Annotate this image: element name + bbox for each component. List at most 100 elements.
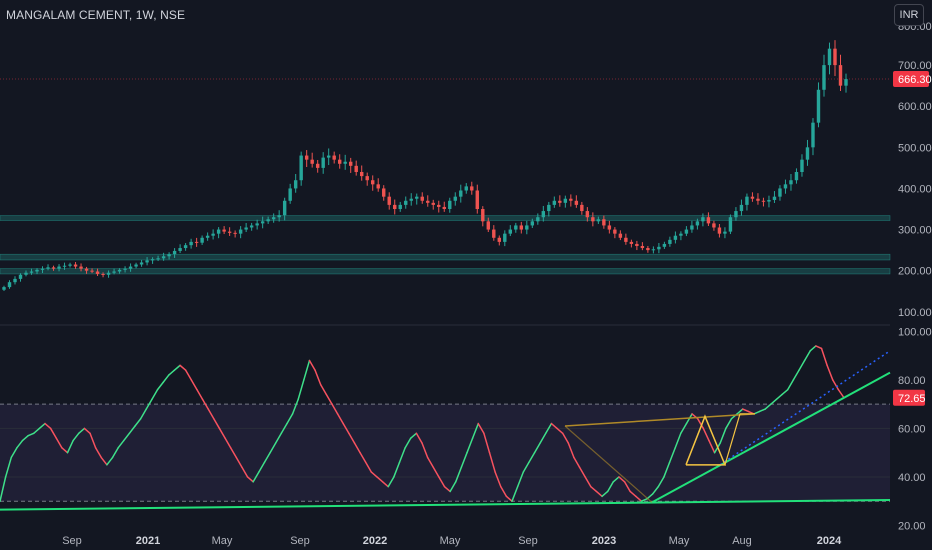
rsi-line-segment <box>640 498 648 502</box>
rsi-line-segment <box>550 422 558 430</box>
rsi-line-segment <box>55 437 63 449</box>
rsi-line-segment <box>263 451 271 464</box>
candle <box>756 198 760 201</box>
candle <box>816 89 821 123</box>
rsi-line-segment <box>826 364 834 381</box>
rsi-line-segment <box>612 476 620 483</box>
time-axis-tick: Sep <box>62 535 82 547</box>
time-axis-tick: May <box>440 535 461 547</box>
candle <box>602 219 606 226</box>
rsi-line-segment <box>359 451 367 464</box>
candle <box>497 237 502 242</box>
candle <box>200 237 204 243</box>
rsi-line-segment <box>696 417 705 430</box>
candle <box>393 204 397 209</box>
price-axis-tick: 200.00 <box>898 266 932 278</box>
rsi-line-segment <box>775 393 783 401</box>
rsi-line-segment <box>736 408 744 415</box>
rsi-line-segment <box>66 439 74 454</box>
time-axis-tick: Sep <box>518 535 538 547</box>
candle <box>706 217 711 224</box>
time-axis-tick: 2021 <box>136 535 160 547</box>
candle <box>739 204 744 212</box>
candle <box>536 217 540 222</box>
symbol-title: MANGALAM CEMENT, 1W, NSE <box>6 8 186 22</box>
rsi-line-segment <box>606 481 615 493</box>
rsi-line-segment <box>471 422 480 439</box>
candle <box>40 268 45 270</box>
candle <box>728 217 733 232</box>
rsi-line-segment <box>578 466 586 478</box>
rsi-line-segment <box>595 490 603 498</box>
candle <box>145 260 149 263</box>
candle <box>244 227 248 230</box>
candle <box>712 223 716 228</box>
rsi-line-segment <box>803 350 811 362</box>
candle <box>503 233 507 242</box>
rsi-line-segment <box>44 422 52 430</box>
candle <box>569 198 573 201</box>
price-axis-tick: 100.00 <box>898 307 932 319</box>
rsi-line-segment <box>528 451 536 464</box>
candle <box>271 217 276 220</box>
candle <box>409 198 413 201</box>
time-axis-tick: Sep <box>290 535 310 547</box>
candle <box>673 235 678 240</box>
candle <box>68 264 72 266</box>
rsi-line-segment <box>725 417 733 430</box>
candle <box>156 258 160 260</box>
candle <box>178 248 182 251</box>
candle <box>833 48 837 66</box>
price-axis-tick: 400.00 <box>898 183 932 195</box>
triangle-pattern <box>685 414 727 466</box>
candle <box>580 204 584 212</box>
rsi-line-segment <box>584 476 592 488</box>
price-axis-tick: 300.00 <box>898 225 932 237</box>
rsi-line-segment <box>331 403 339 415</box>
rsi-line-segment <box>297 379 305 401</box>
time-axis-tick: Aug <box>732 535 752 547</box>
rsi-line-segment <box>466 437 474 454</box>
candle <box>800 159 804 172</box>
candle <box>635 243 639 246</box>
rsi-line-segment <box>657 476 665 488</box>
rsi-line-segment <box>770 398 778 405</box>
candle <box>18 274 23 279</box>
rsi-axis-tick: 100.00 <box>898 326 932 338</box>
rsi-line-segment <box>353 442 361 454</box>
price-axis-tick: 500.00 <box>898 142 932 154</box>
candle <box>321 157 325 168</box>
rsi-line-segment <box>837 388 845 399</box>
rsi-line-segment <box>218 427 226 439</box>
candle <box>161 256 166 259</box>
candle <box>304 155 309 160</box>
time-axis-tick: May <box>212 535 233 547</box>
time-axis: Sep 2021 May Sep 2022 May Sep 2023 May Aug 2024 <box>62 535 842 547</box>
last-price-label: 666.30 <box>898 74 932 86</box>
currency-button[interactable]: INR <box>894 4 924 26</box>
candle <box>398 204 402 209</box>
time-axis-tick: 2024 <box>817 535 842 547</box>
candle <box>233 232 237 234</box>
candle <box>216 229 221 234</box>
last-price-tag <box>893 70 929 87</box>
rsi-line-segment <box>4 456 13 478</box>
rsi-line-segment <box>72 432 80 442</box>
candle <box>57 266 61 269</box>
rsi-line-segment <box>258 461 266 473</box>
candle <box>189 241 193 246</box>
candle <box>811 122 815 148</box>
rsi-line-segment <box>10 447 18 459</box>
rsi-line-segment <box>545 422 553 435</box>
rsi-line-segment <box>460 451 468 468</box>
rsi-value-label: 72.65 <box>898 393 926 405</box>
rsi-line-segment <box>134 417 142 427</box>
rsi-line-segment <box>139 408 148 420</box>
candle <box>783 184 788 189</box>
candle <box>172 250 177 255</box>
candle <box>701 217 705 222</box>
rsi-line-segment <box>561 432 570 444</box>
candle <box>343 161 347 164</box>
candle <box>128 266 133 269</box>
resistance-line <box>564 413 756 427</box>
